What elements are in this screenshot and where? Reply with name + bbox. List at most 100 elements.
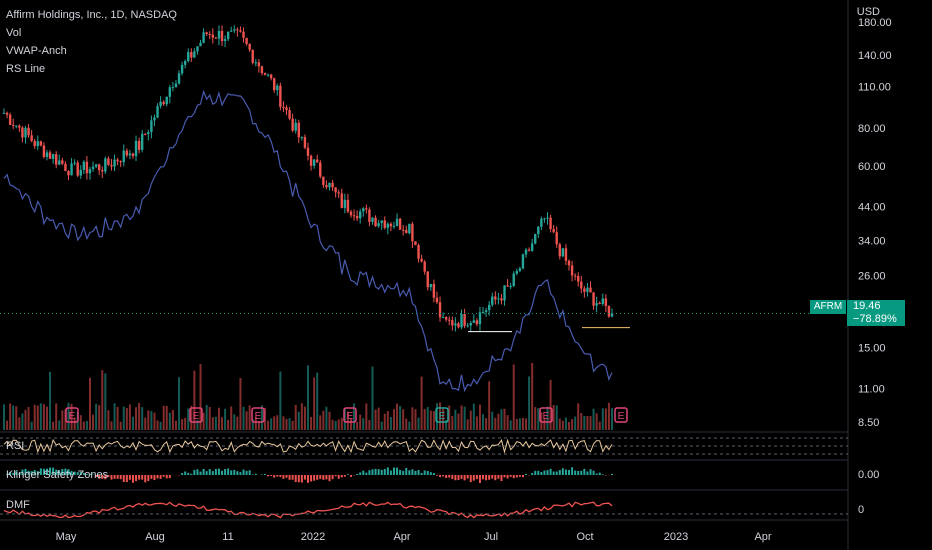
candle-body [365, 208, 368, 210]
klinger-bar [300, 475, 303, 483]
klinger-bar [549, 468, 552, 475]
candle-body [383, 220, 386, 228]
candle-body [457, 323, 460, 328]
candle-body [312, 159, 316, 166]
volume-bar [380, 421, 383, 430]
legend-title[interactable]: Affirm Holdings, Inc., 1D, NASDAQ [6, 9, 177, 21]
klinger-bar [439, 475, 442, 478]
support-lines [0, 312, 848, 333]
volume-bar [549, 379, 552, 430]
candle-body [113, 159, 116, 167]
candle-body [543, 218, 546, 220]
candle-body [128, 153, 132, 156]
price-tick-label: 110.00 [858, 81, 891, 93]
klinger-bar [85, 474, 88, 475]
klinger-bar [58, 471, 61, 475]
klinger-bar [156, 475, 159, 479]
volume-bar [233, 414, 236, 430]
candle-body [168, 87, 172, 97]
klinger-bar [454, 475, 457, 481]
klinger-bar [24, 468, 27, 475]
klinger-bar [101, 475, 104, 479]
volume-bar [349, 418, 352, 430]
candle-body [248, 43, 251, 50]
klinger-bar [162, 475, 165, 477]
legend-vol[interactable]: Vol [6, 27, 22, 39]
volume-bar [156, 420, 159, 430]
price-tick-label: 15.00 [858, 343, 886, 355]
volume-bar [150, 411, 153, 430]
time-axis: May Aug 11 2022 Apr Jul Oct 2023 Apr [56, 531, 772, 543]
klinger-label[interactable]: Klinger Safety Zones [6, 469, 109, 481]
volume-bar [531, 362, 534, 430]
rsi-line [3, 438, 613, 454]
dmf-label[interactable]: DMF [6, 499, 30, 511]
volume-bar [386, 411, 389, 430]
volume-bar [488, 381, 491, 430]
candle-body [346, 199, 350, 212]
rsi-label[interactable]: RSI [6, 440, 25, 452]
candle-body [573, 275, 577, 277]
candle-body [392, 225, 396, 227]
klinger-bar [303, 475, 306, 480]
volume-bar [36, 405, 39, 430]
volume-bar [405, 418, 408, 430]
volume-bar [12, 405, 15, 430]
volume-bar [503, 408, 506, 430]
candle-body [512, 273, 515, 286]
volume-bar [199, 364, 202, 430]
price-tick-label: 80.00 [858, 123, 886, 135]
volume-bar [15, 406, 18, 430]
candle-body [328, 182, 331, 188]
candle-body [51, 154, 55, 159]
klinger-bar [239, 472, 242, 475]
legend-rs-line[interactable]: RS Line [6, 63, 46, 75]
klinger-bar [485, 475, 488, 481]
volume-bar [463, 406, 466, 430]
volume-bar [414, 409, 417, 430]
volume-bar [307, 365, 309, 430]
candle-body [183, 61, 187, 65]
volume-bar [98, 405, 101, 430]
volume-bar [294, 404, 297, 430]
volume-bar [555, 405, 558, 430]
earnings-marker [189, 407, 203, 423]
volume-bar [457, 413, 460, 430]
candle-body [524, 249, 528, 255]
volume-bar [297, 411, 300, 430]
klinger-bar [55, 469, 58, 475]
volume-bar [202, 412, 205, 430]
klinger-bar [417, 469, 420, 475]
klinger-bar [313, 475, 316, 481]
klinger-bar [457, 475, 460, 481]
klinger-bar [368, 470, 371, 475]
rs-line-path [3, 89, 613, 393]
candle-body [165, 96, 168, 105]
candle-body [70, 163, 73, 176]
candle-body [359, 211, 362, 219]
candle-body [595, 303, 598, 306]
klinger-bar [214, 468, 217, 475]
candle-body [85, 161, 89, 174]
candle-body [94, 164, 98, 167]
candle-body [401, 229, 405, 231]
legend-vwap[interactable]: VWAP-Anch [6, 45, 67, 57]
price-change: −78.89% [853, 313, 897, 325]
klinger-bar [611, 473, 613, 475]
volume-bar [411, 407, 414, 430]
dmf-value: 0 [858, 504, 865, 516]
klinger-bar [18, 473, 21, 475]
klinger-bar [264, 473, 267, 475]
volume-bar [494, 417, 497, 430]
volume-bar [95, 403, 98, 430]
candle-body [491, 296, 494, 305]
candle-body [604, 298, 608, 306]
volume-bar [190, 405, 193, 430]
klinger-bar [577, 470, 580, 475]
klinger-bar [586, 471, 589, 475]
earnings-marker-label: E [69, 411, 76, 422]
candle-body [5, 112, 9, 115]
candle-body [466, 325, 469, 327]
earnings-marker [614, 407, 628, 423]
